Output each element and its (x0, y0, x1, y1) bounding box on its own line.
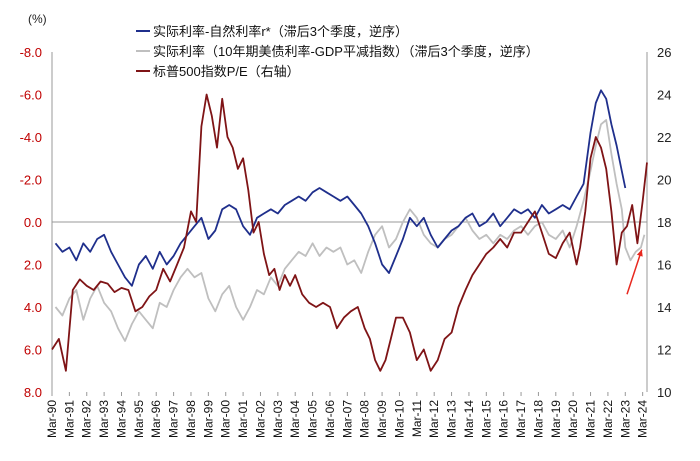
left-tick-label: -2.0 (20, 173, 42, 188)
x-tick-label: Mar-06 (323, 400, 337, 438)
legend: 实际利率-自然利率r*（滞后3个季度，逆序） 实际利率（10年期美债利率-GDP平… (136, 24, 539, 79)
right-tick-label: 16 (657, 258, 671, 273)
left-tick-label: 2.0 (24, 258, 42, 273)
x-tick-label: Mar-08 (358, 400, 372, 438)
x-tick-label: Mar-94 (114, 400, 128, 438)
x-tick-label: Mar-17 (514, 400, 528, 438)
legend-label-2: 标普500指数P/E（右轴） (153, 64, 300, 79)
right-tick-label: 12 (657, 343, 671, 358)
x-tick-label: Mar-00 (219, 400, 233, 438)
x-tick-label: Mar-21 (584, 400, 598, 438)
x-tick-label: Mar-91 (62, 400, 76, 438)
x-tick-label: Mar-04 (288, 400, 302, 438)
axes (51, 52, 648, 392)
x-tick-label: Mar-02 (253, 400, 267, 438)
legend-label-1: 实际利率（10年期美债利率-GDP平减指数）（滞后3个季度，逆序） (153, 44, 539, 59)
x-tick-label: Mar-19 (549, 400, 563, 438)
x-tick-label: Mar-01 (236, 400, 250, 438)
x-tick-label: Mar-90 (45, 400, 59, 438)
right-tick-label: 20 (657, 173, 671, 188)
x-tick-label: Mar-96 (149, 400, 163, 438)
x-tick-label: Mar-22 (601, 400, 615, 438)
left-tick-label: 4.0 (24, 300, 42, 315)
annotation (626, 249, 643, 295)
right-tick-label: 26 (657, 45, 671, 60)
x-tick-label: Mar-98 (184, 400, 198, 438)
x-tick-label: Mar-23 (618, 400, 632, 438)
unit-label: (%) (28, 12, 47, 26)
left-tick-label: -8.0 (20, 45, 42, 60)
x-tick-label: Mar-97 (167, 400, 181, 438)
left-tick-label: 8.0 (24, 385, 42, 400)
legend-label-0: 实际利率-自然利率r*（滞后3个季度，逆序） (153, 24, 408, 39)
x-tick-label: Mar-03 (271, 400, 285, 438)
x-tick-label: Mar-11 (410, 400, 424, 437)
right-tick-label: 24 (657, 88, 671, 103)
x-tick-label: Mar-07 (340, 400, 354, 438)
x-tick-label: Mar-93 (97, 400, 111, 438)
x-tick-label: Mar-16 (497, 400, 511, 438)
x-tick-label: Mar-24 (636, 400, 650, 438)
x-axis-ticks: Mar-90 Mar-91 Mar-92 Mar-93 Mar-94 Mar-95 Mar-… (45, 392, 650, 438)
trend-arrow-line (626, 249, 643, 295)
trend-arrow-head (636, 249, 643, 257)
series-line-1 (54, 119, 646, 342)
x-tick-label: Mar-15 (479, 400, 493, 438)
left-tick-label: -4.0 (20, 130, 42, 145)
x-tick-label: Mar-92 (80, 400, 94, 438)
series-layer (51, 89, 648, 372)
right-axis-ticks: 26 24 22 20 18 16 14 12 10 (657, 45, 671, 400)
x-tick-label: Mar-05 (306, 400, 320, 438)
x-tick-label: Mar-13 (445, 400, 459, 438)
right-tick-label: 22 (657, 130, 671, 145)
left-axis-ticks: -8.0 -6.0 -4.0 -2.0 0.0 2.0 4.0 6.0 8.0 (20, 45, 42, 400)
left-tick-label: 6.0 (24, 343, 42, 358)
x-tick-label: Mar-09 (375, 400, 389, 438)
x-tick-label: Mar-14 (462, 400, 476, 438)
right-tick-label: 18 (657, 215, 671, 230)
x-tick-label: Mar-10 (392, 400, 406, 438)
left-tick-label: -6.0 (20, 88, 42, 103)
series-line-0 (54, 89, 627, 287)
right-tick-label: 14 (657, 300, 671, 315)
x-tick-label: Mar-99 (201, 400, 215, 438)
right-tick-label: 10 (657, 385, 671, 400)
series-line-2 (51, 93, 648, 372)
x-tick-label: Mar-12 (427, 400, 441, 438)
left-tick-label: 0.0 (24, 215, 42, 230)
x-tick-label: Mar-20 (566, 400, 580, 438)
x-tick-label: Mar-18 (531, 400, 545, 438)
x-tick-label: Mar-95 (132, 400, 146, 438)
